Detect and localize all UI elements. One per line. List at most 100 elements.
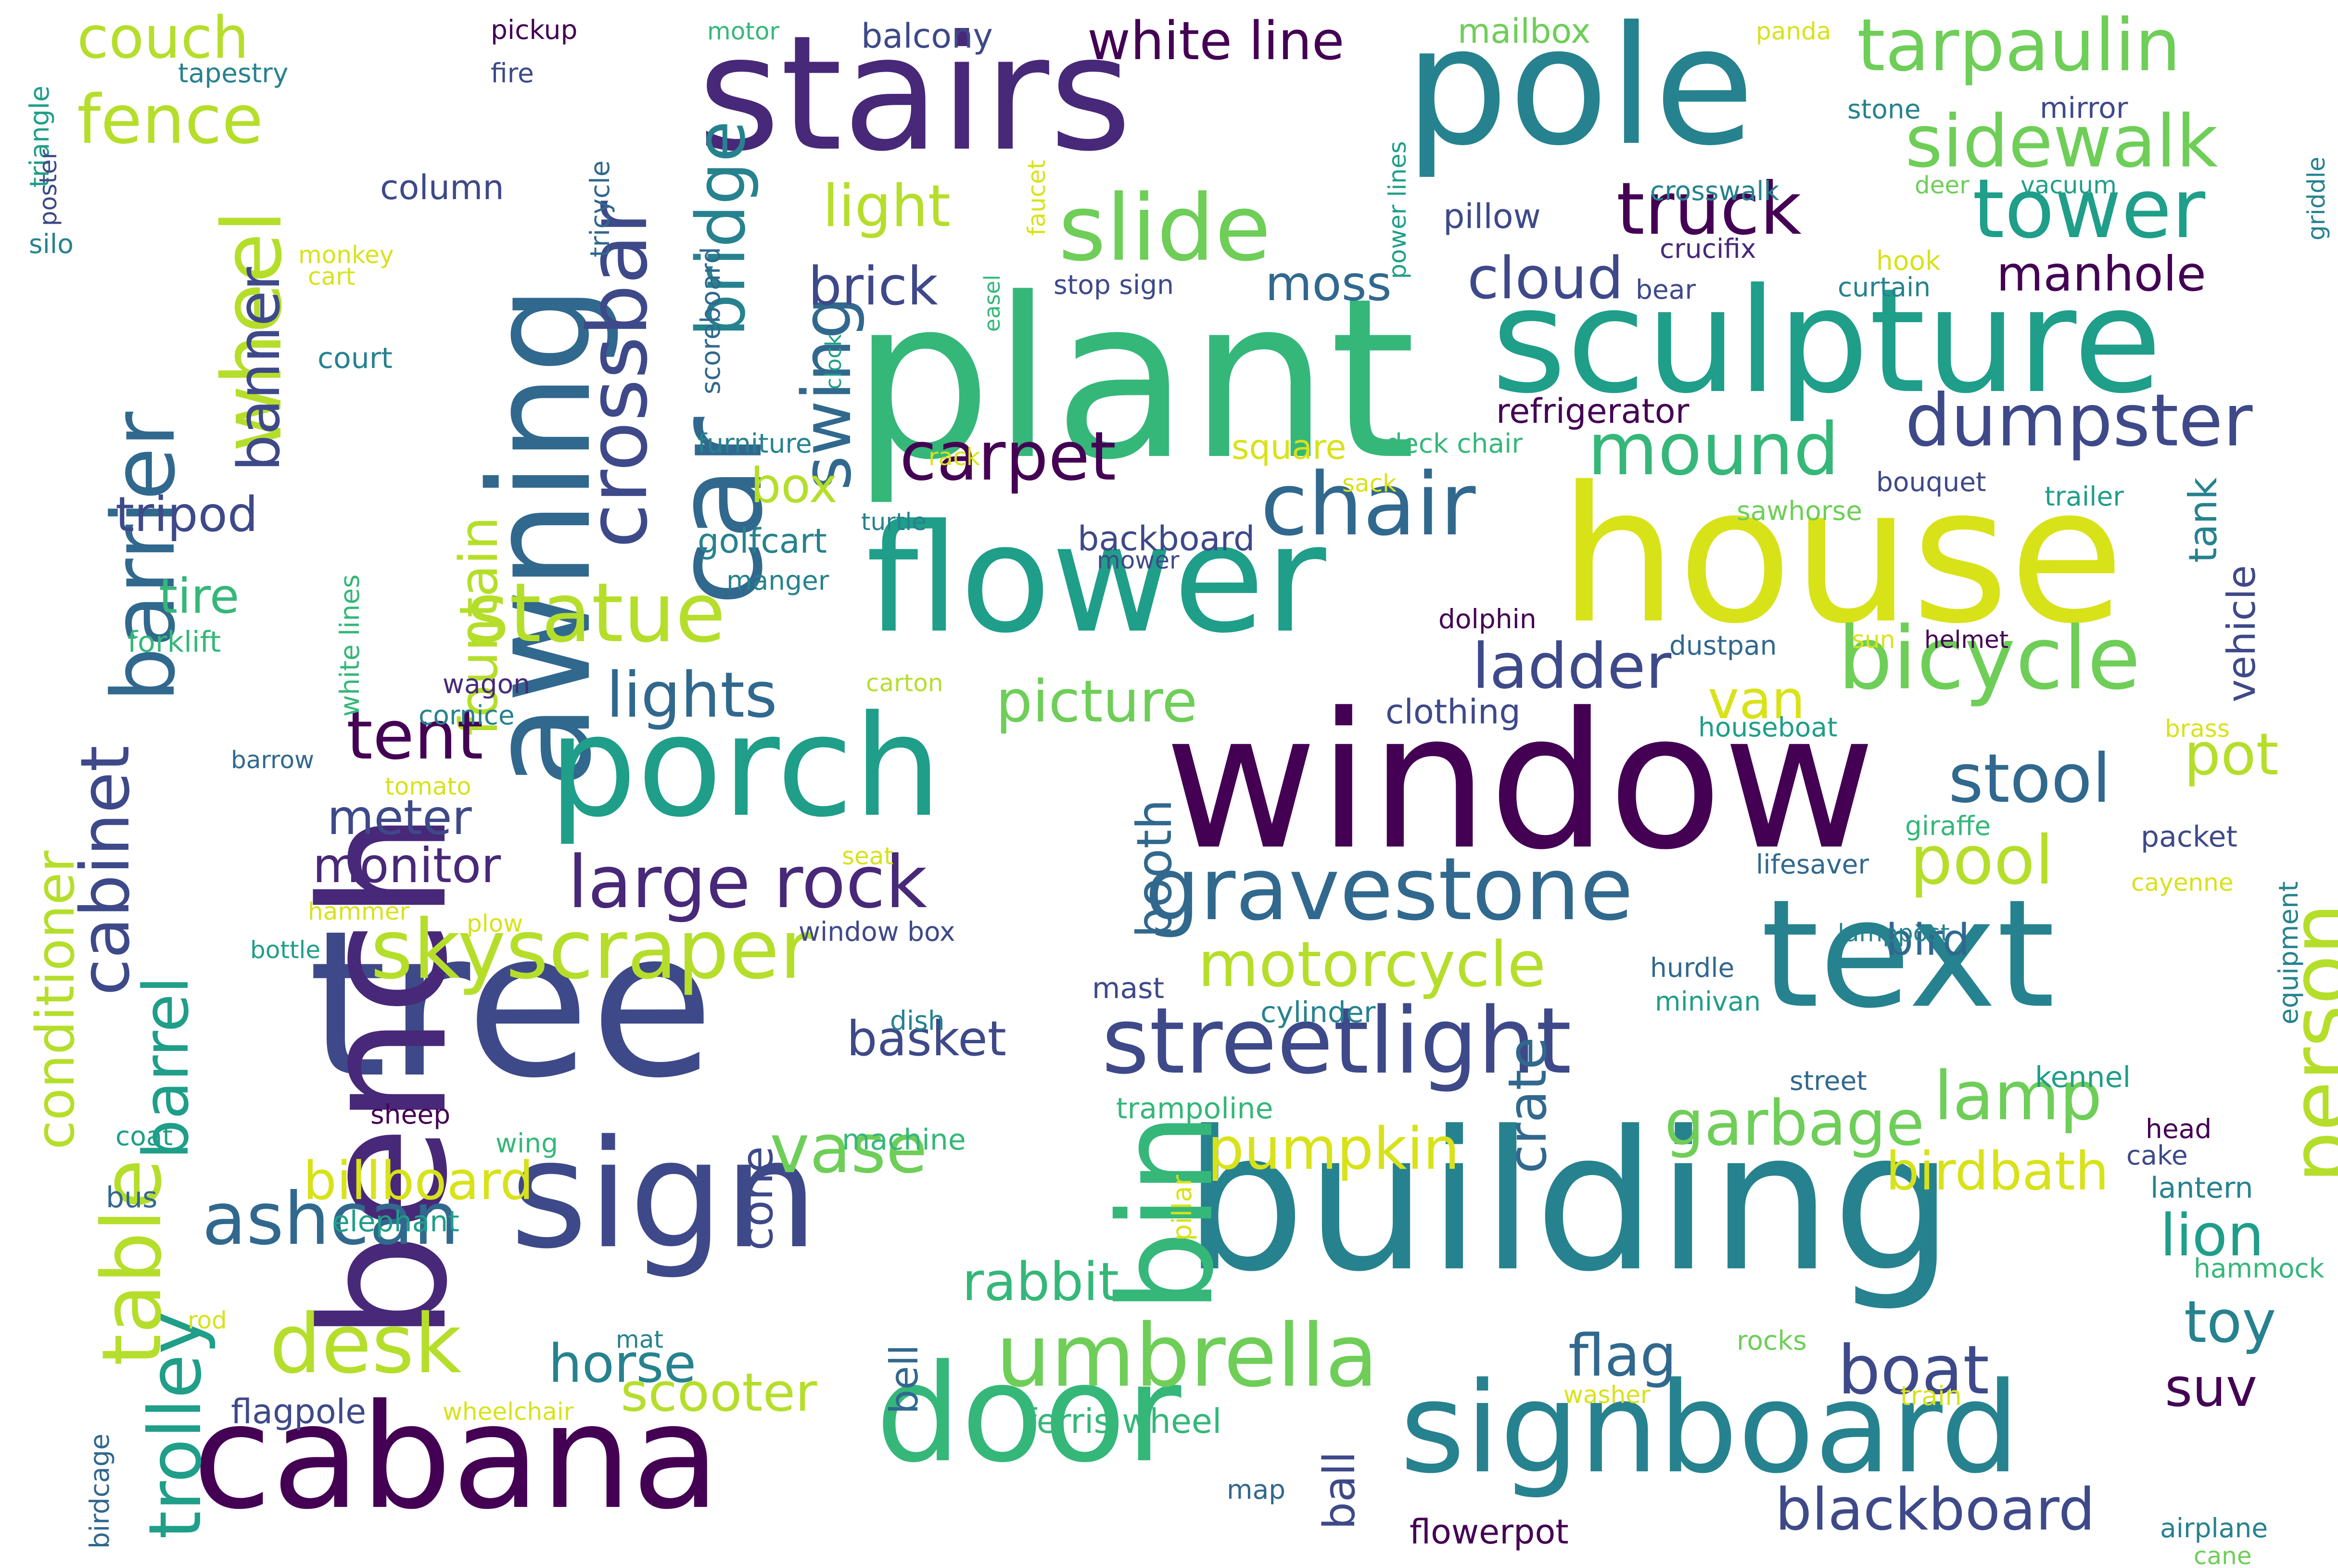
word-scoreboard: scoreboard bbox=[695, 247, 726, 394]
word-bear: bear bbox=[1636, 274, 1696, 305]
word-carton: carton bbox=[866, 669, 943, 697]
word-fire: fire bbox=[491, 58, 534, 89]
word-panda: panda bbox=[1756, 17, 1831, 45]
word-cane: cane bbox=[2194, 1542, 2252, 1568]
word-square: square bbox=[1232, 428, 1347, 467]
word-dolphin: dolphin bbox=[1438, 604, 1537, 634]
word-trolley: trolley bbox=[134, 1311, 217, 1539]
word-houseboat: houseboat bbox=[1698, 712, 1838, 743]
word-cake: cake bbox=[2126, 1140, 2188, 1171]
word-giraffe: giraffe bbox=[1905, 810, 1991, 841]
word-wagon: wagon bbox=[443, 669, 531, 699]
word-clock: clock bbox=[821, 334, 846, 390]
word-statue: statue bbox=[467, 566, 726, 661]
word-conditioner: conditioner bbox=[25, 850, 86, 1150]
word-tapestry: tapestry bbox=[178, 58, 289, 89]
word-street: street bbox=[1790, 1065, 1867, 1096]
word-mat: mat bbox=[616, 1326, 663, 1353]
word-mound: mound bbox=[1588, 408, 1840, 492]
word-mailbox: mailbox bbox=[1458, 12, 1591, 51]
word-sidewalk: sidewalk bbox=[1905, 100, 2218, 184]
word-barrow: barrow bbox=[231, 746, 314, 774]
word-motor: motor bbox=[707, 17, 780, 45]
word-tarpaulin: tarpaulin bbox=[1857, 4, 2181, 88]
word-window-box: window box bbox=[799, 916, 955, 947]
word-bouquet: bouquet bbox=[1876, 467, 1986, 497]
word-sack: sack bbox=[1342, 469, 1397, 497]
word-manger: manger bbox=[726, 565, 829, 596]
word-ball: ball bbox=[1314, 1451, 1365, 1530]
word-basket: basket bbox=[847, 1011, 1006, 1067]
word-dish: dish bbox=[890, 1005, 945, 1036]
word-moss: moss bbox=[1265, 255, 1392, 312]
word-court: court bbox=[318, 341, 393, 375]
word-white-lines: white lines bbox=[334, 574, 365, 717]
word-bus: bus bbox=[106, 1181, 158, 1214]
word-backboard: backboard bbox=[1078, 519, 1255, 558]
word-head: head bbox=[2146, 1113, 2212, 1144]
word-pot: pot bbox=[2184, 721, 2279, 788]
word-poster: poster bbox=[34, 149, 62, 226]
word-text: text bbox=[1761, 868, 2055, 1041]
word-flagpole: flagpole bbox=[231, 1392, 367, 1431]
word-tripod: tripod bbox=[115, 486, 258, 543]
word-suv: suv bbox=[2165, 1357, 2258, 1418]
word-window: window bbox=[1164, 672, 1876, 891]
word-gravestone: gravestone bbox=[1145, 839, 1634, 940]
word-house: house bbox=[1559, 446, 2125, 665]
word-trailer: trailer bbox=[2045, 481, 2124, 512]
word-packet: packet bbox=[2141, 820, 2237, 854]
word-signboard: signboard bbox=[1400, 1356, 2020, 1501]
word-column: column bbox=[380, 168, 504, 207]
word-blackboard: blackboard bbox=[1775, 1477, 2096, 1543]
word-clothing: clothing bbox=[1385, 692, 1521, 732]
word-brick: brick bbox=[808, 255, 938, 317]
word-cornice: cornice bbox=[419, 700, 515, 731]
word-tent: tent bbox=[346, 696, 483, 775]
word-hammer: hammer bbox=[308, 898, 410, 925]
word-bicycle: bicycle bbox=[1838, 608, 2141, 709]
word-ferris-wheel: ferris wheel bbox=[1025, 1402, 1222, 1441]
word-box: box bbox=[750, 457, 838, 514]
word-coat: coat bbox=[115, 1121, 173, 1151]
word-machine: machine bbox=[842, 1123, 966, 1157]
word-deck-chair: deck chair bbox=[1385, 428, 1523, 459]
word-crate: crate bbox=[1497, 1037, 1558, 1174]
word-chair: chair bbox=[1260, 455, 1476, 555]
word-map: map bbox=[1227, 1474, 1286, 1505]
word-silo: silo bbox=[29, 228, 74, 259]
word-crosswalk: crosswalk bbox=[1650, 176, 1779, 206]
word-monitor: monitor bbox=[313, 837, 501, 894]
word-mower: mower bbox=[1097, 546, 1180, 574]
word-billboard: billboard bbox=[303, 1150, 534, 1212]
word-birdbath: birdbath bbox=[1886, 1140, 2109, 1202]
word-meter: meter bbox=[327, 789, 472, 846]
word-sign: sign bbox=[510, 1108, 818, 1282]
word-cabana: cabana bbox=[192, 1373, 721, 1541]
word-rod: rod bbox=[188, 1306, 227, 1334]
word-cart: cart bbox=[308, 263, 356, 291]
word-bird: bird bbox=[1886, 915, 1970, 965]
word-birdcage: birdcage bbox=[84, 1433, 115, 1549]
word-bell: bell bbox=[882, 1344, 927, 1414]
word-light: light bbox=[823, 173, 951, 240]
word-mast: mast bbox=[1092, 972, 1164, 1005]
word-griddle: griddle bbox=[2302, 156, 2330, 240]
word-fence: fence bbox=[77, 81, 264, 159]
word-stop-sign: stop sign bbox=[1054, 269, 1174, 300]
word-truck: truck bbox=[1616, 167, 1802, 251]
word-tricycle: tricycle bbox=[584, 160, 615, 257]
word-hurdle: hurdle bbox=[1650, 952, 1735, 983]
word-faucet: faucet bbox=[1023, 160, 1051, 236]
word-minivan: minivan bbox=[1655, 986, 1761, 1017]
word-stairs: stairs bbox=[698, 1, 1132, 186]
word-cylinder: cylinder bbox=[1260, 996, 1376, 1029]
word-power-lines: power lines bbox=[1384, 141, 1411, 279]
word-garbage: garbage bbox=[1665, 1087, 1925, 1160]
word-sheep: sheep bbox=[370, 1099, 451, 1130]
word-sun: sun bbox=[1852, 626, 1895, 654]
word-wheelchair: wheelchair bbox=[443, 1398, 574, 1426]
word-hook: hook bbox=[1876, 245, 1941, 276]
word-vase: vase bbox=[770, 1110, 928, 1189]
